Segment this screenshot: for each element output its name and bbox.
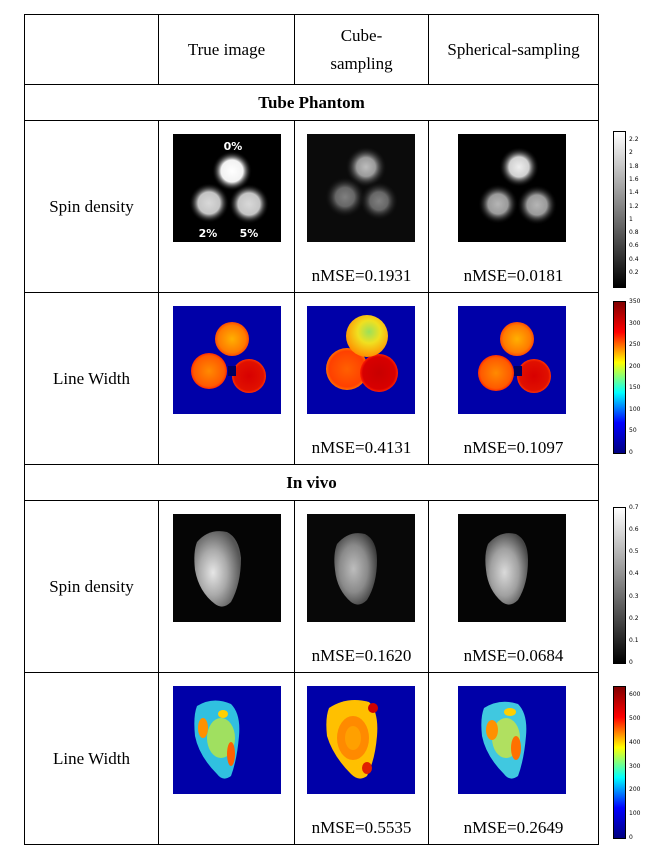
- colorbar-tick-label: 2.2: [629, 136, 639, 143]
- cell-phantom-lw-cube: nMSE=0.4131: [294, 292, 429, 465]
- nmse-invivo-lw-sph: nMSE=0.2649: [463, 818, 564, 837]
- colorbar-tick-label: 0.2: [629, 269, 639, 276]
- phantom-label-0: 0%: [224, 140, 243, 153]
- colorbar-tick-label: 0.4: [629, 255, 639, 263]
- colorbar-tick-label: 0.6: [629, 526, 639, 534]
- colorbar-tick-label: 1.2: [629, 202, 639, 210]
- nmse-invivo-spin-sph: nMSE=0.0684: [463, 646, 564, 665]
- colorbar-tick-label: 50: [629, 427, 637, 435]
- colorbar-tick-label: 300: [629, 762, 641, 770]
- colorbar-tick-label: 250: [629, 341, 641, 349]
- colorbar-phantom-spin-gradient: [613, 131, 626, 288]
- colorbar-tick-label: 0.2: [629, 614, 639, 622]
- header-cube-sampling: Cube- sampling: [294, 14, 429, 85]
- phantom-spin-sph-image: [458, 134, 566, 242]
- row-label-phantom-line-width: Line Width: [24, 292, 159, 465]
- colorbar-tick-label: 1.4: [629, 189, 639, 197]
- invivo-spin-cube-image: [307, 514, 415, 622]
- header-cube-line2: sampling: [330, 53, 393, 73]
- invivo-lw-cube-image: [307, 686, 415, 794]
- colorbar-invivo-spin: 0.7 0.6 0.5 0.4 0.3 0.2 0.1 0: [613, 504, 658, 667]
- colorbar-tick-label: 0.8: [629, 229, 639, 237]
- colorbar-tick-label: 100: [629, 810, 641, 818]
- header-spherical-sampling: Spherical-sampling: [428, 14, 599, 85]
- colorbar-tick-label: 0.7: [629, 504, 639, 511]
- colorbar-tick-label: 0.5: [629, 548, 639, 556]
- colorbar-tick-label: 200: [629, 362, 641, 370]
- colorbar-tick-label: 0.1: [629, 636, 639, 644]
- cell-invivo-spin-sph: nMSE=0.0684: [428, 500, 599, 673]
- nmse-invivo-lw-cube: nMSE=0.5535: [311, 818, 412, 837]
- cell-phantom-spin-cube: nMSE=0.1931: [294, 120, 429, 293]
- phantom-lw-true-image: [173, 306, 281, 414]
- cell-phantom-lw-sph: nMSE=0.1097: [428, 292, 599, 465]
- invivo-lw-sph-image: [458, 686, 566, 794]
- colorbar-tick-label: 500: [629, 714, 641, 722]
- section-title-tube-phantom: Tube Phantom: [24, 84, 599, 121]
- cell-invivo-spin-cube: nMSE=0.1620: [294, 500, 429, 673]
- colorbar-phantom-lw-gradient: [613, 301, 626, 454]
- colorbar-invivo-lw: 600 500 400 300 200 100 0: [613, 686, 658, 846]
- invivo-spin-sph-image: [458, 514, 566, 622]
- colorbar-tick-label: 100: [629, 405, 641, 413]
- cell-invivo-lw-true: [158, 672, 295, 845]
- phantom-label-2: 2%: [199, 227, 218, 240]
- cell-invivo-lw-sph: nMSE=0.2649: [428, 672, 599, 845]
- row-label-invivo-line-width: Line Width: [24, 672, 159, 845]
- colorbar-tick-label: 150: [629, 384, 641, 392]
- colorbar-tick-label: 0: [629, 659, 633, 666]
- section-title-in-vivo: In vivo: [24, 464, 599, 501]
- comparison-table: True image Cube- sampling Spherical-samp…: [24, 14, 599, 845]
- phantom-label-5: 5%: [240, 227, 259, 240]
- cell-phantom-spin-sph: nMSE=0.0181: [428, 120, 599, 293]
- colorbar-phantom-lw: 350 300 250 200 150 100 50 0: [613, 298, 658, 461]
- colorbar-tick-label: 2: [629, 149, 633, 157]
- colorbar-tick-label: 1: [629, 215, 633, 223]
- colorbar-tick-label: 0.4: [629, 570, 639, 578]
- nmse-phantom-lw-sph: nMSE=0.1097: [463, 438, 564, 457]
- nmse-invivo-spin-cube: nMSE=0.1620: [311, 646, 412, 665]
- colorbar-invivo-spin-gradient: [613, 507, 626, 664]
- invivo-spin-true-image: [173, 514, 281, 622]
- phantom-lw-cube-image: [307, 306, 415, 414]
- cell-invivo-lw-cube: nMSE=0.5535: [294, 672, 429, 845]
- invivo-lw-true-image: [173, 686, 281, 794]
- colorbar-invivo-lw-gradient: [613, 686, 626, 839]
- nmse-phantom-lw-cube: nMSE=0.4131: [311, 438, 412, 457]
- colorbar-tick-label: 0: [629, 449, 633, 456]
- colorbar-phantom-spin: 2.2 2 1.8 1.6 1.4 1.2 1 0.8 0.6 0.4 0.2: [613, 131, 658, 291]
- cell-phantom-spin-true: 0% 2% 5%: [158, 120, 295, 293]
- colorbar-tick-label: 0: [629, 834, 633, 841]
- row-label-phantom-spin-density: Spin density: [24, 120, 159, 293]
- colorbar-tick-label: 0.6: [629, 242, 639, 250]
- phantom-spin-true-image: 0% 2% 5%: [173, 134, 281, 242]
- colorbar-tick-label: 400: [629, 738, 641, 746]
- header-cube-line1: Cube-: [340, 25, 383, 45]
- row-label-invivo-spin-density: Spin density: [24, 500, 159, 673]
- colorbar-tick-label: 300: [629, 319, 641, 327]
- colorbar-tick-label: 0.3: [629, 592, 639, 600]
- header-true-image: True image: [158, 14, 295, 85]
- header-blank: [24, 14, 159, 85]
- cell-phantom-lw-true: [158, 292, 295, 465]
- phantom-spin-cube-image: [307, 134, 415, 242]
- colorbar-tick-label: 200: [629, 786, 641, 794]
- colorbar-tick-label: 1.6: [629, 175, 639, 183]
- colorbar-tick-label: 350: [629, 298, 641, 305]
- cell-invivo-spin-true: [158, 500, 295, 673]
- colorbar-tick-label: 600: [629, 691, 641, 698]
- colorbar-tick-label: 1.8: [629, 162, 639, 170]
- nmse-phantom-spin-cube: nMSE=0.1931: [311, 266, 412, 285]
- nmse-phantom-spin-sph: nMSE=0.0181: [463, 266, 564, 285]
- phantom-lw-sph-image: [458, 306, 566, 414]
